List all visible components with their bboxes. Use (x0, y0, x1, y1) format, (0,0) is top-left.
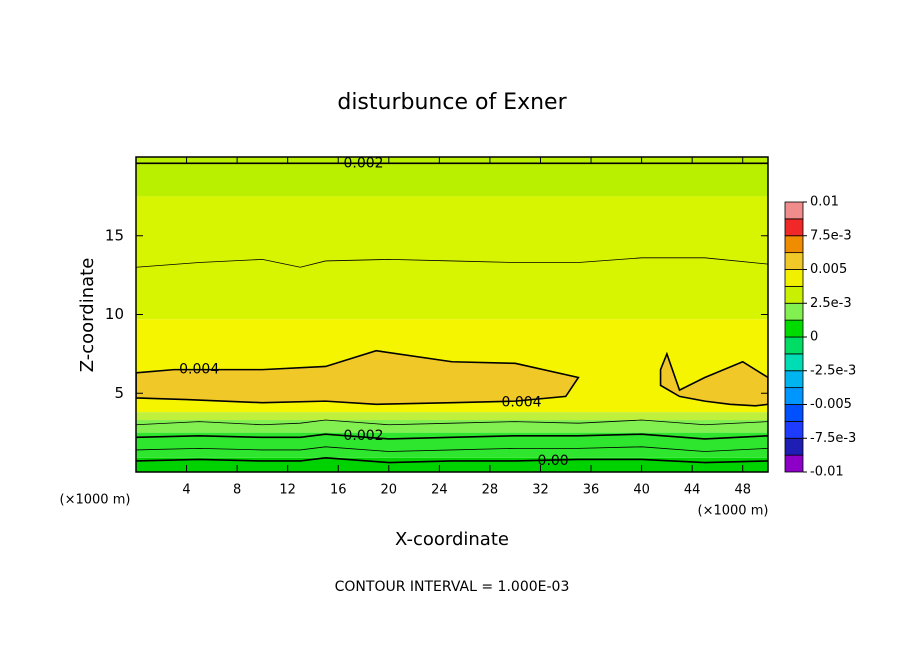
contour-line (136, 446, 768, 452)
colorbar-swatch (784, 336, 804, 355)
x-tick-label: 20 (381, 483, 398, 498)
x-tick-label: 44 (684, 483, 701, 498)
footnote: CONTOUR INTERVAL = 1.000E-03 (335, 579, 570, 595)
contour-line (136, 257, 768, 268)
x-tick-label: 16 (330, 483, 347, 498)
colorbar-swatch (784, 454, 804, 473)
y-tick-label: 5 (114, 384, 124, 402)
colorbar-swatch (784, 252, 804, 270)
contour-line (136, 419, 768, 426)
x-tick-label: 36 (583, 483, 600, 498)
x-unit: (×1000 m) (698, 504, 769, 519)
chart-title: disturbunce of Exner (337, 90, 567, 115)
colorbar-label: 0.005 (810, 262, 847, 277)
contour-label: 0.00 (538, 453, 569, 469)
contour-label: 0.004 (179, 362, 219, 378)
colorbar-swatch (784, 387, 804, 405)
colorbar-swatch (784, 404, 804, 422)
x-tick-label: 4 (182, 483, 190, 498)
x-tick-label: 28 (482, 483, 499, 498)
y-tick-label: 15 (105, 226, 124, 244)
contour-blob (136, 349, 580, 406)
colorbar-swatch (784, 269, 804, 287)
colorbar-swatch (784, 437, 804, 456)
colorbar-label: -7.5e-3 (810, 431, 856, 446)
y-axis-label: Z-coordinate (77, 258, 98, 373)
contour-line (136, 433, 768, 440)
colorbar-label: 7.5e-3 (810, 228, 852, 243)
colorbar-label: -0.005 (810, 397, 852, 412)
contour-label: 0.002 (343, 428, 383, 444)
colorbar-swatch (784, 302, 804, 321)
y-tick-label: 10 (105, 305, 124, 323)
contour-label: 0.002 (343, 155, 383, 171)
colorbar-swatch (784, 319, 804, 338)
plot-content: 0.004 0.004 0.00 0.002 0.002 (136, 155, 768, 472)
x-axis-label: X-coordinate (395, 529, 509, 550)
colorbar-swatch (784, 353, 804, 372)
colorbar-swatch (784, 235, 804, 254)
colorbar-swatch (784, 370, 804, 389)
contour-line (136, 457, 768, 464)
colorbar-label: 2.5e-3 (810, 296, 852, 311)
colorbar-swatch (784, 218, 804, 237)
colorbar-label: 0.01 (810, 195, 839, 210)
x-tick-label: 8 (233, 483, 241, 498)
x-tick-label: 40 (633, 483, 650, 498)
colorbar-label: 0 (810, 330, 818, 345)
x-tick-label: 32 (532, 483, 549, 498)
x-unit: (×1000 m) (60, 493, 131, 508)
contour-blob (659, 351, 768, 407)
fill-band (136, 412, 768, 421)
x-tick-label: 48 (734, 483, 751, 498)
fill-band (136, 420, 768, 433)
colorbar-label: -0.01 (810, 465, 844, 480)
x-tick-label: 12 (279, 483, 296, 498)
contour-label: 0.004 (501, 395, 541, 411)
colorbar-swatch (784, 420, 804, 439)
plot-area: 0.004 0.004 0.00 0.002 0.002 (135, 155, 769, 473)
colorbar-label: -2.5e-3 (810, 363, 856, 378)
colorbar-swatch (784, 285, 804, 304)
x-tick-label: 24 (431, 483, 448, 498)
colorbar-swatch (784, 201, 804, 220)
